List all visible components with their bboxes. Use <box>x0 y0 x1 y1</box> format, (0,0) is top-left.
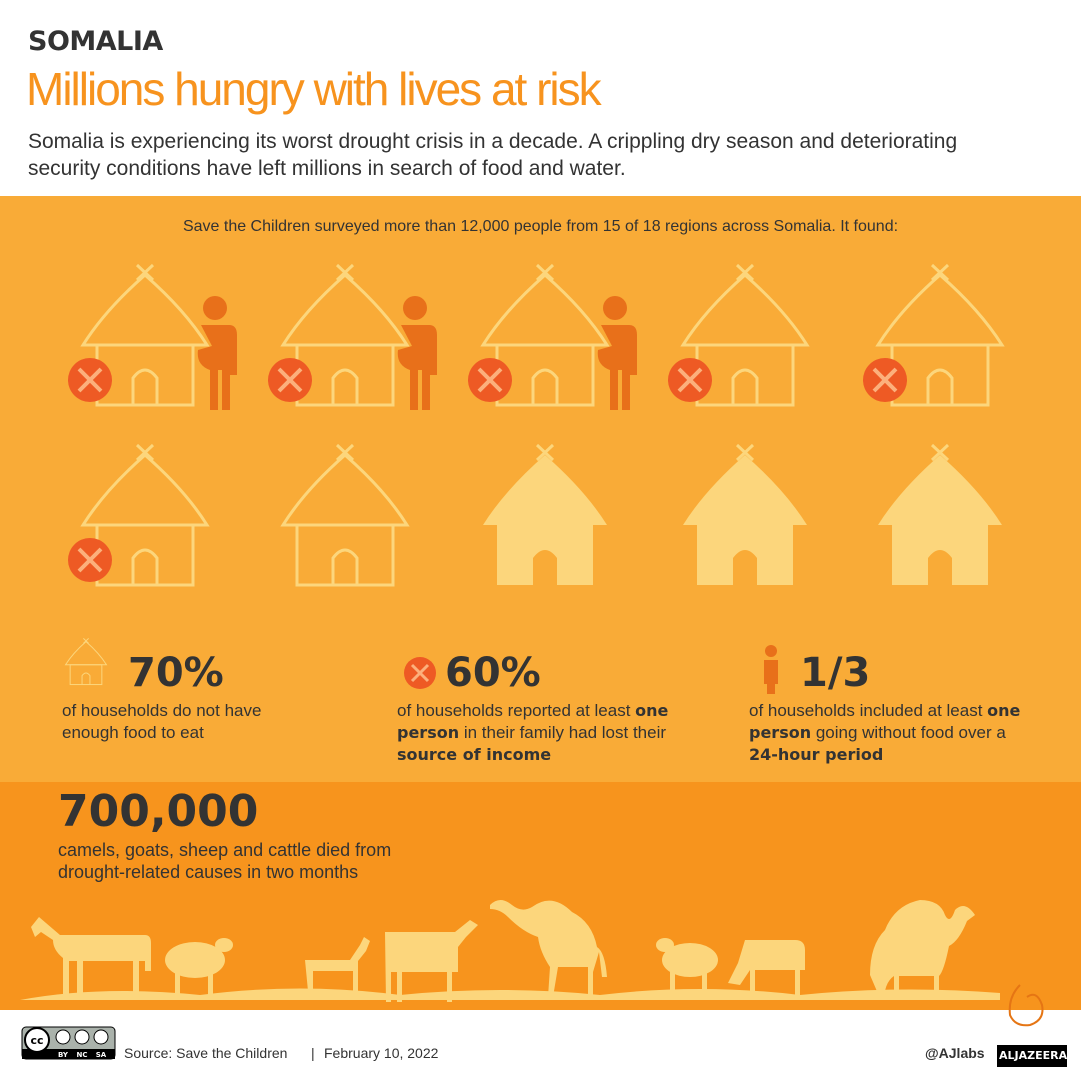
roof-tip <box>930 263 950 282</box>
house-icon <box>668 263 810 407</box>
handle: @AJlabs <box>925 1045 985 1061</box>
house-icon <box>863 263 1005 407</box>
date: February 10, 2022 <box>324 1045 439 1061</box>
text-segment: going without food over a <box>811 723 1006 742</box>
person <box>397 296 437 410</box>
door <box>731 368 759 405</box>
roof-tip <box>535 263 555 282</box>
door <box>733 550 757 585</box>
brand: ALJAZEERA <box>999 1049 1068 1062</box>
survey-note: Save the Children surveyed more than 12,… <box>182 218 899 235</box>
person-icon <box>764 660 778 694</box>
roof-tip <box>535 443 555 462</box>
door <box>533 550 557 585</box>
animals <box>20 900 1000 1002</box>
headline: Millions hungry with lives at risk <box>26 63 602 115</box>
roof <box>680 273 810 347</box>
text-segment: source of income <box>397 745 552 764</box>
livestock-text: camels, goats, sheep and cattle died fro… <box>58 840 392 882</box>
house-icon <box>68 263 237 410</box>
roof-tip <box>930 443 950 462</box>
roof-tip <box>135 263 155 282</box>
livestock-value: 700,000 <box>58 786 259 837</box>
house-icon <box>64 637 108 686</box>
door <box>926 368 954 405</box>
door <box>131 548 159 585</box>
person-icon <box>765 645 777 657</box>
roof <box>878 455 1002 525</box>
text-segment: of households do not have enough food to… <box>62 701 262 742</box>
house-icon <box>268 263 437 410</box>
license-label: cc <box>30 1034 43 1047</box>
roof <box>480 273 610 347</box>
roof <box>80 453 210 527</box>
text-segment: 24-hour period <box>749 745 884 764</box>
person <box>197 296 237 410</box>
roof-tip <box>735 443 755 462</box>
roof <box>483 455 607 525</box>
stat-text: of households included at least one pers… <box>749 700 1039 766</box>
source: Source: Save the Children <box>124 1045 288 1061</box>
roof-tip <box>135 443 155 462</box>
stat-value: 60% <box>445 650 541 696</box>
roof <box>875 273 1005 347</box>
door <box>331 548 359 585</box>
text-segment: in their family had lost their <box>459 723 667 742</box>
text-segment: one person <box>397 701 669 742</box>
roof <box>80 273 210 347</box>
door <box>81 672 91 685</box>
wall <box>295 523 395 587</box>
license-label: BY <box>58 1051 69 1059</box>
cc-badge <box>21 1026 116 1060</box>
roof-tip <box>335 263 355 282</box>
house-icon <box>878 443 1002 585</box>
roof <box>280 453 410 527</box>
house-icon <box>68 443 210 587</box>
aljazeera-logo <box>1008 984 1044 1027</box>
roof-tip <box>83 637 89 644</box>
license-label: SA <box>96 1051 107 1059</box>
description: Somalia is experiencing its worst drough… <box>28 130 958 180</box>
text-segment: of households reported at least <box>397 701 636 720</box>
separator: | <box>311 1045 315 1061</box>
roof <box>64 640 108 666</box>
house-icon <box>683 443 807 585</box>
door <box>331 368 359 405</box>
roof <box>280 273 410 347</box>
door <box>131 368 159 405</box>
roof <box>683 455 807 525</box>
door <box>928 550 952 585</box>
license-label: NC <box>77 1051 88 1059</box>
wall <box>69 664 103 686</box>
text-segment: of households included at least <box>749 701 988 720</box>
house-icon <box>483 443 607 585</box>
stat-value: 1/3 <box>800 650 871 696</box>
stat-text: of households reported at least one pers… <box>397 700 687 766</box>
text-segment: one person <box>749 701 1021 742</box>
kicker: SOMALIA <box>28 26 163 57</box>
house-icon <box>280 443 410 587</box>
stat-value: 70% <box>128 650 224 696</box>
person <box>597 296 637 410</box>
door <box>531 368 559 405</box>
roof-tip <box>335 443 355 462</box>
stat-text: of households do not have enough food to… <box>62 700 312 744</box>
roof-tip <box>735 263 755 282</box>
house-icon <box>468 263 637 410</box>
